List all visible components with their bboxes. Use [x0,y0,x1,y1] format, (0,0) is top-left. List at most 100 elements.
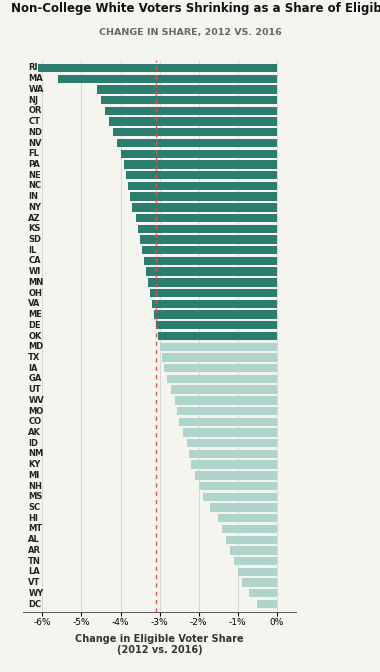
Text: WV: WV [28,396,44,405]
Bar [218,514,277,522]
Text: NC: NC [28,181,41,190]
Text: IL: IL [28,246,36,255]
Text: MT: MT [28,524,43,534]
Bar [124,161,277,169]
Bar [130,192,277,201]
Text: MD: MD [28,342,44,351]
Bar [250,589,277,597]
Text: AK: AK [28,428,41,437]
Bar [132,203,277,212]
Bar [144,257,277,265]
Text: VA: VA [28,299,41,308]
Bar [257,600,277,608]
Bar [142,246,277,255]
Text: OR: OR [28,106,42,116]
Bar [230,546,277,554]
Bar [127,171,277,179]
Text: CA: CA [28,257,41,265]
Bar [156,321,277,329]
Text: MS: MS [28,493,43,501]
Text: TX: TX [28,353,41,362]
Text: Non-College White Voters Shrinking as a Share of Eligible Voters: Non-College White Voters Shrinking as a … [11,2,380,15]
Bar [150,289,277,297]
Bar [179,417,277,426]
Text: WI: WI [28,267,41,276]
Bar [117,139,277,147]
Text: VT: VT [28,578,41,587]
Text: SD: SD [28,235,41,244]
Text: NJ: NJ [28,95,38,105]
Bar [136,214,277,222]
Bar [148,278,277,286]
Text: IA: IA [28,364,38,373]
Bar [152,300,277,308]
Text: NV: NV [28,138,42,148]
Text: AZ: AZ [28,214,41,222]
Text: MN: MN [28,278,44,287]
Text: KS: KS [28,224,41,233]
Text: WA: WA [28,85,44,94]
Bar [105,107,277,115]
Bar [238,568,277,576]
Bar [154,310,277,319]
Bar [168,375,277,383]
Text: AR: AR [28,546,41,555]
Text: RI: RI [28,63,38,73]
Text: MI: MI [28,471,40,480]
Bar [140,235,277,244]
Text: FL: FL [28,149,39,158]
Text: KY: KY [28,460,41,469]
Text: IN: IN [28,192,38,201]
Bar [175,396,277,405]
Text: CHANGE IN SHARE, 2012 VS. 2016: CHANGE IN SHARE, 2012 VS. 2016 [99,28,281,37]
Text: HI: HI [28,514,38,523]
Text: DC: DC [28,599,41,609]
Bar [109,118,277,126]
Bar [199,482,277,491]
Bar [146,267,277,276]
Text: UT: UT [28,385,41,394]
Bar [234,557,277,565]
Text: NE: NE [28,171,41,179]
Bar [97,85,277,93]
Bar [171,386,277,394]
Bar [211,503,277,511]
Text: OK: OK [28,331,42,341]
Text: SC: SC [28,503,41,512]
Bar [101,96,277,104]
Bar [138,224,277,233]
Text: TN: TN [28,556,41,566]
Bar [128,181,277,190]
Text: AL: AL [28,535,40,544]
Bar [191,460,277,469]
Bar [163,364,277,372]
Bar [203,493,277,501]
Text: GA: GA [28,374,42,384]
Text: CT: CT [28,117,40,126]
Bar [222,525,277,533]
Bar [58,75,277,83]
Text: ND: ND [28,128,42,137]
Text: PA: PA [28,160,40,169]
Bar [189,450,277,458]
Text: ID: ID [28,439,38,448]
Text: Change in Eligible Voter Share
(2012 vs. 2016): Change in Eligible Voter Share (2012 vs.… [75,634,244,655]
Text: NM: NM [28,450,44,458]
Bar [162,353,277,362]
Bar [120,150,277,158]
Bar [195,471,277,480]
Bar [183,428,277,437]
Bar [242,579,277,587]
Bar [113,128,277,136]
Bar [187,439,277,448]
Bar [158,332,277,340]
Text: LA: LA [28,567,40,577]
Text: WY: WY [28,589,44,598]
Text: NH: NH [28,482,42,491]
Text: NY: NY [28,203,41,212]
Text: DE: DE [28,321,41,330]
Text: MO: MO [28,407,44,415]
Bar [177,407,277,415]
Text: MA: MA [28,74,43,83]
Text: ME: ME [28,310,42,319]
